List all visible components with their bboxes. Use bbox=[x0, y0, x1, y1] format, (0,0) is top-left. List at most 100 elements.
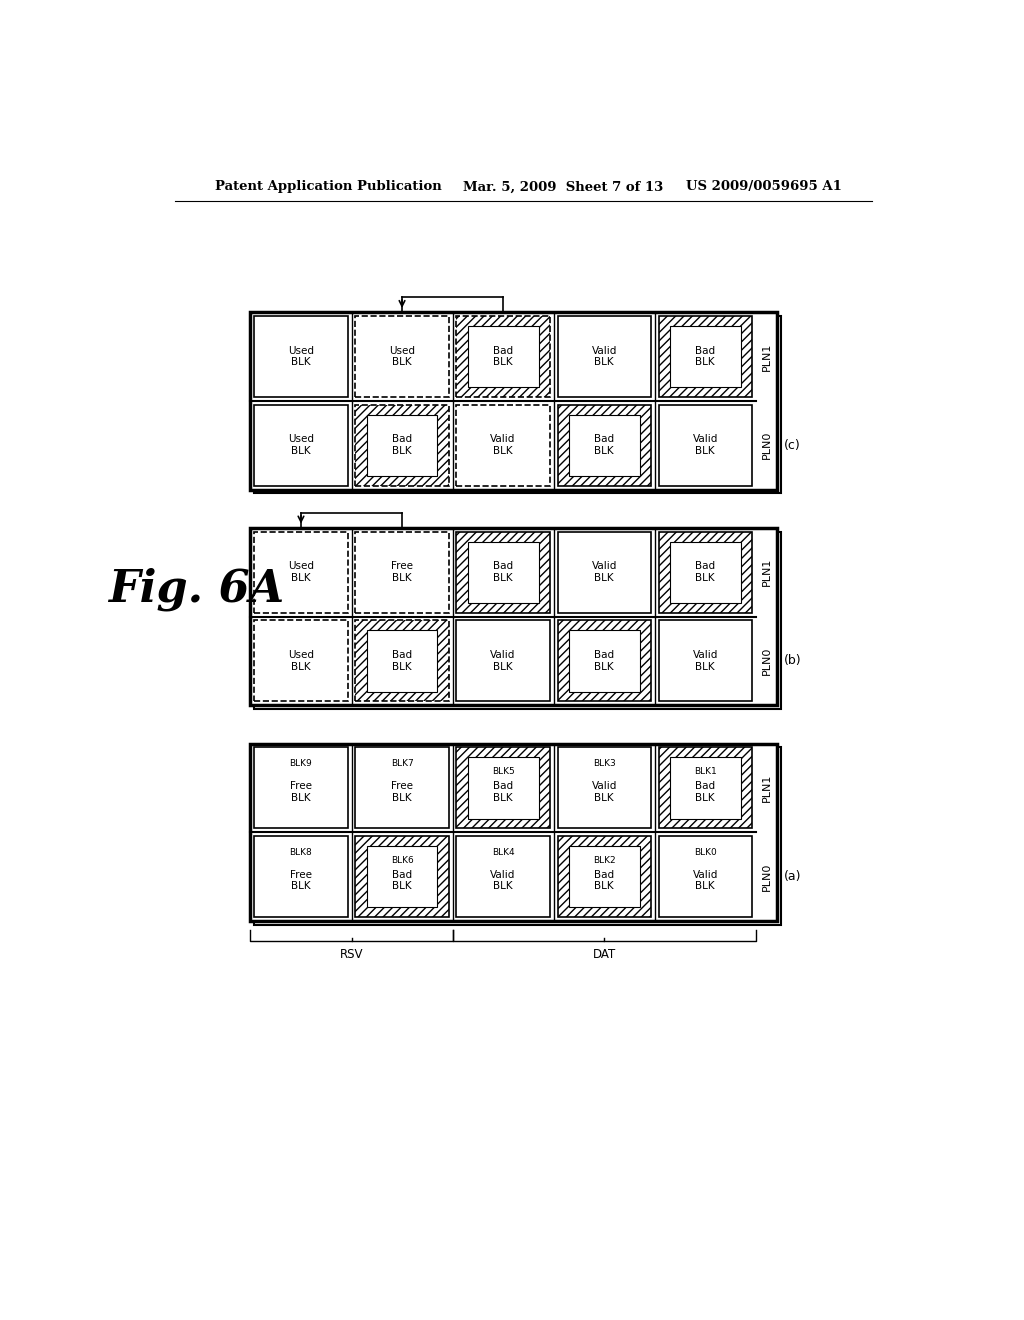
Text: Valid
BLK: Valid BLK bbox=[592, 561, 616, 583]
Bar bbox=[658, 836, 752, 917]
Bar bbox=[557, 532, 651, 612]
Text: Valid
BLK: Valid BLK bbox=[692, 649, 718, 672]
Text: Valid
BLK: Valid BLK bbox=[490, 649, 516, 672]
Text: Valid
BLK: Valid BLK bbox=[592, 781, 616, 803]
Bar bbox=[251, 313, 777, 490]
Text: PLN1: PLN1 bbox=[762, 774, 772, 803]
Bar bbox=[557, 620, 651, 701]
Text: Bad
BLK: Bad BLK bbox=[493, 781, 513, 803]
Text: Bad
BLK: Bad BLK bbox=[594, 649, 614, 672]
Bar bbox=[254, 620, 347, 701]
Text: US 2009/0059695 A1: US 2009/0059695 A1 bbox=[686, 181, 842, 194]
Bar bbox=[568, 630, 640, 692]
Text: PLN0: PLN0 bbox=[762, 432, 772, 459]
Bar bbox=[251, 743, 777, 921]
Text: Valid
BLK: Valid BLK bbox=[592, 346, 616, 367]
Bar bbox=[557, 317, 651, 397]
Bar bbox=[355, 836, 449, 917]
Text: BLK3: BLK3 bbox=[593, 759, 615, 768]
Text: BLK4: BLK4 bbox=[492, 847, 514, 857]
Text: Used
BLK: Used BLK bbox=[288, 649, 314, 672]
Bar bbox=[658, 532, 752, 612]
Bar bbox=[254, 836, 347, 917]
Bar bbox=[658, 405, 752, 486]
Text: Bad
BLK: Bad BLK bbox=[392, 649, 412, 672]
Text: Used
BLK: Used BLK bbox=[288, 434, 314, 455]
Text: Bad
BLK: Bad BLK bbox=[695, 781, 716, 803]
Bar bbox=[457, 836, 550, 917]
Text: PLN1: PLN1 bbox=[762, 342, 772, 371]
Bar bbox=[468, 541, 539, 603]
Text: Bad
BLK: Bad BLK bbox=[594, 434, 614, 455]
Bar bbox=[658, 317, 752, 397]
Text: Bad
BLK: Bad BLK bbox=[392, 870, 412, 891]
Bar bbox=[367, 414, 437, 477]
Text: PLN0: PLN0 bbox=[762, 647, 772, 675]
Text: Valid
BLK: Valid BLK bbox=[490, 434, 516, 455]
Bar bbox=[568, 846, 640, 907]
Bar bbox=[355, 532, 449, 612]
Bar bbox=[254, 747, 347, 829]
Bar bbox=[658, 620, 752, 701]
Text: DAT: DAT bbox=[593, 948, 615, 961]
Text: Used
BLK: Used BLK bbox=[389, 346, 415, 367]
Text: Free
BLK: Free BLK bbox=[391, 781, 413, 803]
Text: Fig. 6A: Fig. 6A bbox=[109, 568, 285, 611]
Bar bbox=[355, 405, 449, 486]
Bar bbox=[355, 620, 449, 701]
Text: (a): (a) bbox=[783, 870, 801, 883]
Text: Mar. 5, 2009  Sheet 7 of 13: Mar. 5, 2009 Sheet 7 of 13 bbox=[463, 181, 664, 194]
Text: BLK8: BLK8 bbox=[290, 847, 312, 857]
Text: Valid
BLK: Valid BLK bbox=[692, 434, 718, 455]
Bar bbox=[254, 747, 781, 924]
Bar bbox=[557, 747, 651, 829]
Bar bbox=[367, 846, 437, 907]
Bar bbox=[254, 405, 347, 486]
Bar bbox=[254, 532, 781, 709]
Text: BLK7: BLK7 bbox=[391, 759, 414, 768]
Bar bbox=[367, 630, 437, 692]
Bar bbox=[254, 317, 347, 397]
Bar bbox=[557, 405, 651, 486]
Text: Free
BLK: Free BLK bbox=[290, 781, 312, 803]
Text: BLK6: BLK6 bbox=[391, 855, 414, 865]
Bar bbox=[568, 414, 640, 477]
Bar bbox=[251, 528, 777, 705]
Bar bbox=[658, 747, 752, 829]
Bar bbox=[670, 326, 740, 387]
Text: Bad
BLK: Bad BLK bbox=[594, 870, 614, 891]
Text: PLN0: PLN0 bbox=[762, 862, 772, 891]
Text: Bad
BLK: Bad BLK bbox=[392, 434, 412, 455]
Bar bbox=[457, 532, 550, 612]
Bar bbox=[670, 541, 740, 603]
Bar bbox=[254, 532, 347, 612]
Text: Free
BLK: Free BLK bbox=[290, 870, 312, 891]
Text: BLK0: BLK0 bbox=[694, 847, 717, 857]
Text: RSV: RSV bbox=[340, 948, 364, 961]
Text: (b): (b) bbox=[783, 655, 801, 668]
Text: Valid
BLK: Valid BLK bbox=[490, 870, 516, 891]
Text: BLK2: BLK2 bbox=[593, 855, 615, 865]
Bar bbox=[468, 758, 539, 818]
Text: Used
BLK: Used BLK bbox=[288, 346, 314, 367]
Text: Patent Application Publication: Patent Application Publication bbox=[215, 181, 441, 194]
Text: BLK9: BLK9 bbox=[290, 759, 312, 768]
Bar bbox=[457, 405, 550, 486]
Bar bbox=[557, 836, 651, 917]
Bar bbox=[457, 620, 550, 701]
Bar bbox=[355, 747, 449, 829]
Text: Valid
BLK: Valid BLK bbox=[692, 870, 718, 891]
Bar bbox=[457, 747, 550, 829]
Bar bbox=[254, 317, 781, 494]
Text: Bad
BLK: Bad BLK bbox=[695, 561, 716, 583]
Text: Used
BLK: Used BLK bbox=[288, 561, 314, 583]
Text: PLN1: PLN1 bbox=[762, 558, 772, 586]
Bar bbox=[468, 326, 539, 387]
Bar bbox=[457, 317, 550, 397]
Text: Bad
BLK: Bad BLK bbox=[493, 561, 513, 583]
Text: (c): (c) bbox=[783, 438, 801, 451]
Bar bbox=[670, 758, 740, 818]
Text: Bad
BLK: Bad BLK bbox=[493, 346, 513, 367]
Text: BLK1: BLK1 bbox=[694, 767, 717, 776]
Text: BLK5: BLK5 bbox=[492, 767, 514, 776]
